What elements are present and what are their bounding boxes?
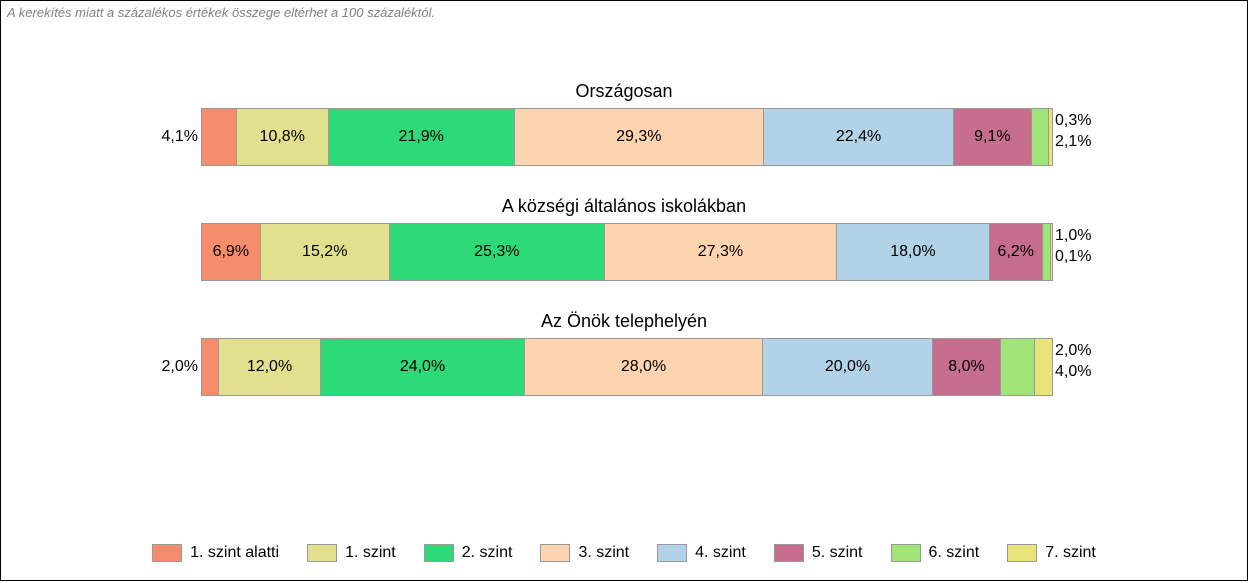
stacked-bar: 2,0%12,0%24,0%28,0%20,0%8,0% bbox=[201, 338, 1053, 396]
legend-swatch bbox=[774, 544, 804, 562]
legend-label: 7. szint bbox=[1045, 544, 1096, 562]
rounding-note: A kerekítés miatt a százalékos értékek ö… bbox=[7, 5, 435, 20]
bar-segment: 2,0% bbox=[202, 339, 219, 395]
legend-label: 4. szint bbox=[695, 544, 746, 562]
bar-group: Az Önök telephelyén2,0%12,0%24,0%28,0%20… bbox=[1, 311, 1247, 396]
legend-item: 7. szint bbox=[1007, 544, 1096, 562]
overflow-labels: 1,0%0,1% bbox=[1055, 226, 1091, 268]
bar-segment bbox=[1035, 339, 1052, 395]
legend-item: 2. szint bbox=[424, 544, 513, 562]
chart-area: Országosan4,1%10,8%21,9%29,3%22,4%9,1%0,… bbox=[1, 81, 1247, 426]
bar-segment bbox=[1043, 224, 1052, 280]
legend-swatch bbox=[657, 544, 687, 562]
bar-title: A községi általános iskolákban bbox=[1, 196, 1247, 217]
overflow-labels: 2,0%4,0% bbox=[1055, 341, 1091, 383]
bar-segment: 6,2% bbox=[990, 224, 1043, 280]
overflow-labels: 0,3%2,1% bbox=[1055, 111, 1091, 153]
bar-segment: 15,2% bbox=[261, 224, 390, 280]
bar-segment bbox=[1001, 339, 1035, 395]
overflow-label: 0,1% bbox=[1055, 247, 1091, 268]
stacked-bar: 4,1%10,8%21,9%29,3%22,4%9,1% bbox=[201, 108, 1053, 166]
bar-segment: 27,3% bbox=[605, 224, 837, 280]
bar-title: Országosan bbox=[1, 81, 1247, 102]
bar-segment: 20,0% bbox=[763, 339, 933, 395]
legend-label: 1. szint alatti bbox=[190, 544, 279, 562]
overflow-label: 2,1% bbox=[1055, 132, 1091, 153]
legend-item: 1. szint bbox=[307, 544, 396, 562]
bar-segment: 8,0% bbox=[933, 339, 1001, 395]
legend-item: 6. szint bbox=[891, 544, 980, 562]
bar-segment: 9,1% bbox=[954, 109, 1031, 165]
legend-label: 2. szint bbox=[462, 544, 513, 562]
bar-segment: 6,9% bbox=[202, 224, 261, 280]
legend-swatch bbox=[1007, 544, 1037, 562]
bar-title: Az Önök telephelyén bbox=[1, 311, 1247, 332]
legend-label: 6. szint bbox=[929, 544, 980, 562]
legend-label: 1. szint bbox=[345, 544, 396, 562]
legend-item: 1. szint alatti bbox=[152, 544, 279, 562]
bar-segment: 4,1% bbox=[202, 109, 237, 165]
overflow-label: 4,0% bbox=[1055, 362, 1091, 383]
legend-swatch bbox=[307, 544, 337, 562]
stacked-bar: 6,9%15,2%25,3%27,3%18,0%6,2% bbox=[201, 223, 1053, 281]
segment-label: 4,1% bbox=[162, 128, 198, 146]
legend-item: 3. szint bbox=[540, 544, 629, 562]
bar-segment bbox=[1032, 109, 1050, 165]
overflow-label: 2,0% bbox=[1055, 341, 1091, 362]
chart-container: A kerekítés miatt a százalékos értékek ö… bbox=[0, 0, 1248, 581]
bar-segment: 24,0% bbox=[321, 339, 525, 395]
bar-segment bbox=[1051, 224, 1052, 280]
legend-item: 4. szint bbox=[657, 544, 746, 562]
overflow-label: 1,0% bbox=[1055, 226, 1091, 247]
bar-segment: 21,9% bbox=[329, 109, 515, 165]
bar-group: Országosan4,1%10,8%21,9%29,3%22,4%9,1%0,… bbox=[1, 81, 1247, 166]
legend-label: 3. szint bbox=[578, 544, 629, 562]
legend-swatch bbox=[152, 544, 182, 562]
segment-label: 2,0% bbox=[162, 358, 198, 376]
legend-item: 5. szint bbox=[774, 544, 863, 562]
bar-segment: 28,0% bbox=[525, 339, 763, 395]
bar-segment: 22,4% bbox=[764, 109, 954, 165]
bar-group: A községi általános iskolákban6,9%15,2%2… bbox=[1, 196, 1247, 281]
bar-segment: 10,8% bbox=[237, 109, 329, 165]
legend-label: 5. szint bbox=[812, 544, 863, 562]
bar-segment: 25,3% bbox=[390, 224, 605, 280]
bar-segment bbox=[1049, 109, 1052, 165]
bar-segment: 12,0% bbox=[219, 339, 321, 395]
bar-segment: 18,0% bbox=[837, 224, 990, 280]
legend-swatch bbox=[424, 544, 454, 562]
legend: 1. szint alatti 1. szint 2. szint 3. szint 4… bbox=[1, 544, 1247, 562]
legend-swatch bbox=[540, 544, 570, 562]
legend-swatch bbox=[891, 544, 921, 562]
overflow-label: 0,3% bbox=[1055, 111, 1091, 132]
bar-segment: 29,3% bbox=[515, 109, 764, 165]
